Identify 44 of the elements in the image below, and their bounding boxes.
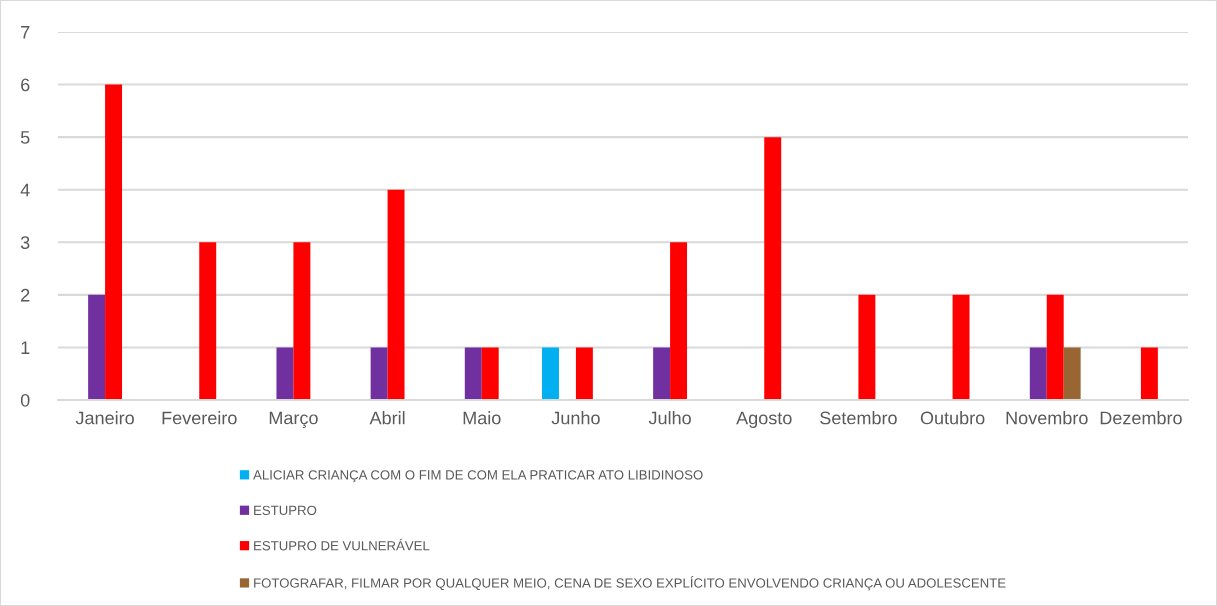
bar (542, 347, 559, 400)
y-tick-label: 7 (21, 26, 30, 39)
bar (670, 242, 688, 400)
x-tick-label: Setembro (820, 411, 897, 425)
x-tick-label: Julho (648, 411, 691, 425)
bar (1046, 294, 1064, 400)
legend-label: FOTOGRAFAR, FILMAR POR QUALQUER MEIO, CENA DE SEXO EXPLÍCITO ENVOLVENDO CRIANÇA OU ADOLESCENTE (254, 576, 1006, 591)
bar (387, 189, 405, 400)
bar (481, 347, 499, 400)
bar (1140, 347, 1158, 400)
x-tick-label: Março (269, 411, 318, 428)
legend-label: ESTUPRO DE VULNERÁVEL (254, 538, 430, 551)
bar (1063, 347, 1081, 400)
y-tick-label: 0 (20, 393, 30, 407)
y-tick-label: 5 (20, 131, 30, 144)
bar (575, 347, 593, 400)
x-tick-label: Agosto (736, 411, 792, 428)
bar (199, 242, 217, 400)
legend-label: ALICIAR CRIANÇA COM O FIM DE COM ELA PRATICAR ATO LIBIDINOSO (253, 470, 703, 483)
bar (88, 294, 106, 400)
y-tick-label: 3 (20, 236, 30, 250)
bar (1029, 347, 1047, 400)
bar (464, 347, 482, 400)
bar (952, 294, 970, 400)
y-tick-label: 4 (20, 183, 30, 197)
bar (858, 294, 876, 400)
bar (764, 137, 782, 400)
x-tick-label: Novembro (1006, 411, 1088, 425)
x-tick-label: Maio (463, 411, 501, 425)
x-tick-label: Junho (551, 411, 600, 425)
y-tick-label: 2 (21, 288, 30, 302)
bar (293, 242, 311, 400)
x-tick-label: Abril (369, 411, 405, 425)
bar (105, 84, 123, 400)
x-tick-label: Dezembro (1100, 411, 1182, 425)
legend-label: ESTUPRO (254, 505, 317, 516)
x-tick-label: Outubro (920, 411, 985, 425)
bar (370, 347, 388, 400)
bar (276, 347, 294, 400)
y-tick-label: 1 (21, 341, 30, 354)
x-tick-label: Janeiro (75, 411, 134, 425)
y-tick-label: 6 (21, 78, 30, 92)
bar (653, 347, 671, 400)
x-tick-label: Fevereiro (162, 411, 237, 425)
